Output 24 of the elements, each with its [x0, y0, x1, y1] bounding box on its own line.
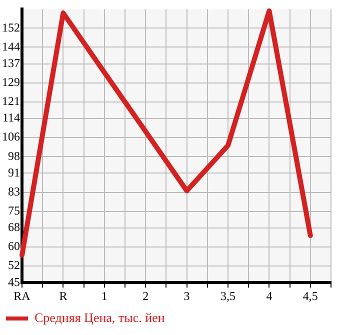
y-tick-label: 152	[2, 20, 20, 34]
x-tick-label: 2	[142, 288, 149, 303]
y-tick-label: 129	[2, 75, 20, 90]
y-tick-label: 91	[8, 165, 20, 180]
y-tick-label: 83	[8, 184, 20, 198]
y-tick-label: 68	[8, 220, 20, 234]
legend-label: Средняя Цена, тыс. йен	[34, 310, 165, 325]
x-tick-label: RA	[14, 288, 31, 303]
y-tick-label: 98	[8, 148, 20, 163]
y-tick-label: 114	[2, 110, 20, 125]
y-tick-label: 137	[2, 56, 20, 70]
x-tick-label: 3,5	[220, 288, 236, 303]
y-tick-label: 52	[8, 258, 20, 272]
x-tick-label: 3	[184, 288, 190, 303]
y-tick-label: 60	[8, 239, 20, 254]
x-tick-label: R	[59, 288, 68, 303]
x-tick-label: 4,5	[302, 288, 318, 303]
y-tick-label: 45	[8, 274, 20, 289]
x-tick-label: 1	[101, 288, 108, 303]
y-tick-label: 75	[8, 203, 20, 218]
y-tick-label: 144	[2, 39, 20, 54]
x-tick-label: 4	[266, 288, 272, 303]
y-tick-label: 121	[2, 94, 20, 108]
y-tick-label: 106	[2, 130, 20, 144]
